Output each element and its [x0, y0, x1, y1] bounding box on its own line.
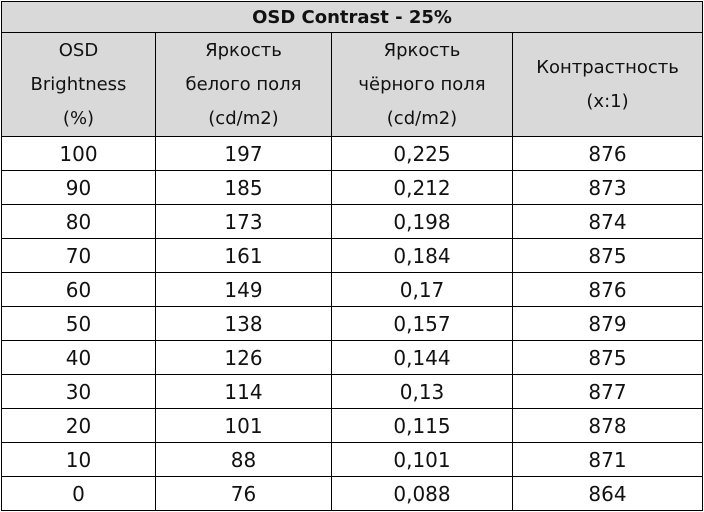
cell-osd-brightness: 30 [1, 374, 156, 409]
cell-osd-brightness: 60 [1, 272, 156, 307]
column-header-line: Яркость [383, 39, 461, 61]
cell-osd-brightness: 40 [1, 340, 156, 375]
table-row: 90 185 0,212 873 [1, 170, 704, 205]
table-row: 100 197 0,225 876 [1, 136, 704, 171]
cell-osd-brightness: 90 [1, 170, 156, 205]
cell-black-brightness: 0,157 [331, 306, 513, 341]
cell-white-brightness: 173 [155, 204, 332, 239]
cell-black-brightness: 0,212 [331, 170, 513, 205]
column-header-line: Яркость [205, 39, 282, 61]
cell-contrast: 873 [511, 170, 704, 205]
column-header-line: (cd/m2) [386, 107, 458, 129]
cell-contrast: 864 [511, 476, 704, 511]
column-header-line: (x:1) [586, 90, 629, 112]
cell-osd-brightness: 10 [1, 442, 156, 477]
cell-contrast: 876 [511, 272, 704, 307]
cell-contrast: 874 [511, 204, 704, 239]
column-header-line: (%) [62, 107, 95, 129]
cell-contrast: 879 [511, 306, 704, 341]
column-header-line: (cd/m2) [208, 107, 279, 129]
cell-black-brightness: 0,17 [331, 272, 513, 307]
cell-black-brightness: 0,144 [331, 340, 513, 375]
table-row: 30 114 0,13 877 [1, 374, 704, 409]
cell-white-brightness: 197 [155, 136, 332, 171]
cell-osd-brightness: 70 [1, 238, 156, 273]
cell-osd-brightness: 20 [1, 408, 156, 443]
column-header-line: белого поля [185, 73, 302, 95]
cell-black-brightness: 0,088 [331, 476, 513, 511]
cell-contrast: 875 [511, 340, 704, 375]
column-header-black-brightness: Яркость чёрного поля (cd/m2) [331, 32, 513, 137]
header-row: OSD Brightness (%) Яркость белого поля (… [1, 32, 704, 137]
cell-black-brightness: 0,184 [331, 238, 513, 273]
cell-black-brightness: 0,115 [331, 408, 513, 443]
table-row: 20 101 0,115 878 [1, 408, 704, 443]
column-header-osd-brightness: OSD Brightness (%) [1, 32, 156, 137]
table-row: 80 173 0,198 874 [1, 204, 704, 239]
cell-white-brightness: 126 [155, 340, 332, 375]
cell-white-brightness: 161 [155, 238, 332, 273]
cell-contrast: 878 [511, 408, 704, 443]
cell-white-brightness: 88 [155, 442, 332, 477]
column-header-line: Brightness [30, 73, 127, 95]
column-header-line: чёрного поля [358, 73, 486, 95]
cell-black-brightness: 0,198 [331, 204, 513, 239]
cell-white-brightness: 149 [155, 272, 332, 307]
cell-black-brightness: 0,101 [331, 442, 513, 477]
column-header-line: OSD [58, 39, 99, 61]
table-row: 0 76 0,088 864 [1, 476, 704, 511]
table-row: 10 88 0,101 871 [1, 442, 704, 477]
cell-white-brightness: 185 [155, 170, 332, 205]
cell-contrast: 871 [511, 442, 704, 477]
cell-osd-brightness: 0 [1, 476, 156, 511]
title-row: OSD Contrast - 25% [0, 1, 704, 33]
table-row: 60 149 0,17 876 [1, 272, 704, 307]
cell-osd-brightness: 80 [1, 204, 156, 239]
table-title: OSD Contrast - 25% [0, 1, 704, 33]
cell-white-brightness: 138 [155, 306, 332, 341]
cell-white-brightness: 114 [155, 374, 332, 409]
cell-white-brightness: 76 [155, 476, 332, 511]
column-header-contrast: Контрастность (x:1) [511, 32, 704, 137]
cell-contrast: 875 [511, 238, 704, 273]
cell-osd-brightness: 50 [1, 306, 156, 341]
cell-black-brightness: 0,225 [331, 136, 513, 171]
cell-white-brightness: 101 [155, 408, 332, 443]
cell-black-brightness: 0,13 [331, 374, 513, 409]
table-row: 50 138 0,157 879 [1, 306, 704, 341]
column-header-white-brightness: Яркость белого поля (cd/m2) [155, 32, 332, 137]
column-header-line: Контрастность [536, 56, 679, 78]
table-row: 40 126 0,144 875 [1, 340, 704, 375]
cell-contrast: 877 [511, 374, 704, 409]
cell-contrast: 876 [511, 136, 704, 171]
cell-osd-brightness: 100 [1, 136, 156, 171]
table-row: 70 161 0,184 875 [1, 238, 704, 273]
